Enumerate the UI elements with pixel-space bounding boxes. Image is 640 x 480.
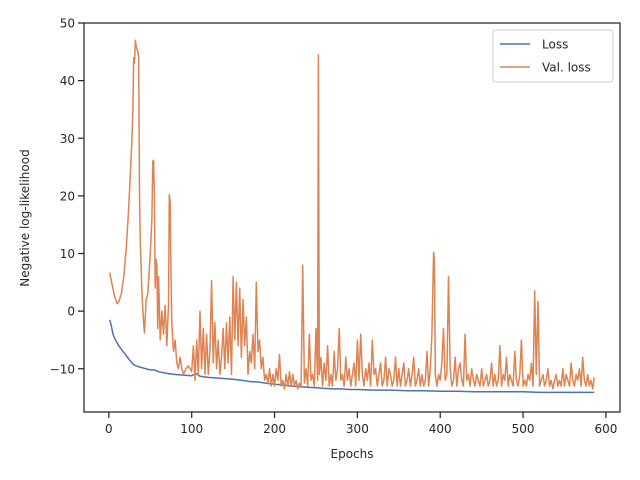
y-axis-title: Negative log-likelihood	[18, 149, 32, 286]
x-tick-label: 500	[512, 422, 535, 436]
legend: Loss Val. loss	[492, 29, 614, 83]
x-tick-label: 100	[180, 422, 203, 436]
plot-frame	[83, 22, 621, 413]
series-layer	[108, 39, 596, 394]
legend-box	[492, 29, 614, 83]
y-tick-label: 30	[60, 132, 75, 146]
y-tick-label: 10	[60, 247, 75, 261]
x-tick-label: 0	[105, 422, 113, 436]
y-tick-label: 50	[60, 17, 75, 31]
x-axis-title: Epochs	[331, 447, 374, 461]
series-line-val-loss	[108, 39, 596, 390]
y-tick-label: 20	[60, 189, 75, 203]
x-tick-label: 300	[346, 422, 369, 436]
series-line-loss	[108, 319, 595, 394]
x-tick-label: 200	[263, 422, 286, 436]
y-tick-label: 0	[67, 305, 75, 319]
legend-label-loss: Loss	[542, 38, 568, 52]
y-tick-label: 40	[60, 74, 75, 88]
y-tick-label: −10	[50, 362, 75, 376]
y-axis: −10 0 10 20 30 40 50	[50, 17, 84, 376]
x-tick-label: 400	[429, 422, 452, 436]
x-tick-label: 600	[594, 422, 617, 436]
x-axis: 0 100 200 300 400 500 600	[105, 412, 617, 436]
legend-label-val-loss: Val. loss	[542, 61, 591, 75]
